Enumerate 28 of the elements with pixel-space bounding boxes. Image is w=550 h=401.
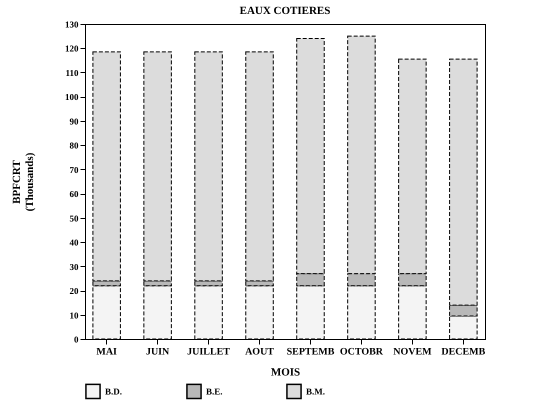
chart-title: EAUX COTIERES [240,5,330,17]
y-tick-label: 50 [70,213,79,224]
y-tick-label: 20 [70,286,79,296]
y-tick-label: 120 [65,44,79,54]
x-axis-title: MOIS [270,366,300,378]
legend-label: B.M. [306,386,325,396]
x-tick-label: JUILLET [187,346,230,358]
x-tick-label: NOVEM [393,346,432,358]
y-tick-label: 0 [74,334,79,344]
x-tick-label: JUIN [146,346,170,358]
y-tick-label: 70 [70,164,79,175]
x-tick-label: DECEMB [441,346,486,358]
y-tick-label: 130 [65,20,79,30]
y-tick-label: 30 [70,262,79,272]
y-tick-label: 40 [70,238,79,248]
y-tick-label: 80 [70,140,79,151]
y-axis-title: BPFCRT (Thousands) [11,152,36,212]
y-tick-label: 110 [65,68,79,78]
y-tick-label: 90 [70,116,79,126]
x-tick-label: SEPTEMB [286,346,335,358]
x-tick-label: AOUT [245,346,274,358]
legend-label: B.D. [105,386,122,396]
legend-label: B.E. [206,386,223,396]
y-tick-label: 100 [65,92,79,102]
x-tick-label: MAI [96,346,118,358]
y-tick-label: 10 [70,310,79,320]
x-tick-label: OCTOBR [340,346,384,358]
y-tick-label: 60 [70,189,79,200]
